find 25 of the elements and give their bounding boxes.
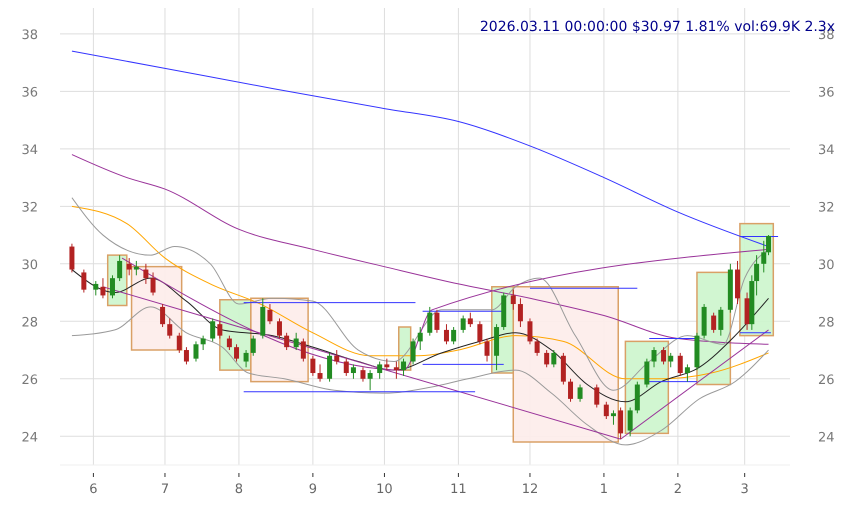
y-tick-label: 38 [21, 28, 38, 43]
y2-tick-label: 28 [818, 315, 835, 330]
x-tick-label: 2 [674, 482, 682, 497]
y2-tick-label: 26 [818, 372, 835, 388]
y-tick-label: 28 [21, 315, 38, 330]
x-tick-label: 3 [740, 482, 749, 497]
y2-tick-label: 34 [818, 142, 835, 158]
y-tick-label: 36 [21, 85, 38, 100]
x-tick-label: 1 [600, 482, 608, 497]
y2-tick-label: 36 [818, 85, 835, 100]
y-tick-label: 26 [21, 372, 38, 388]
y-tick-label: 32 [21, 200, 38, 216]
x-tick-label: 7 [160, 482, 170, 497]
y2-tick-label: 30 [818, 258, 835, 273]
x-tick-label: 6 [89, 482, 98, 497]
x-tick-label: 11 [450, 482, 467, 497]
x-tick-label: 8 [234, 482, 244, 497]
x-tick-label: 12 [522, 482, 538, 497]
y-tick-label: 30 [21, 258, 38, 273]
y2-tick-label: 32 [818, 200, 835, 216]
x-tick-label: 9 [308, 482, 318, 497]
y-tick-label: 34 [21, 142, 38, 158]
y-tick-label: 24 [21, 430, 38, 446]
y2-tick-label: 24 [818, 430, 835, 446]
x-tick-label: 10 [376, 482, 393, 497]
